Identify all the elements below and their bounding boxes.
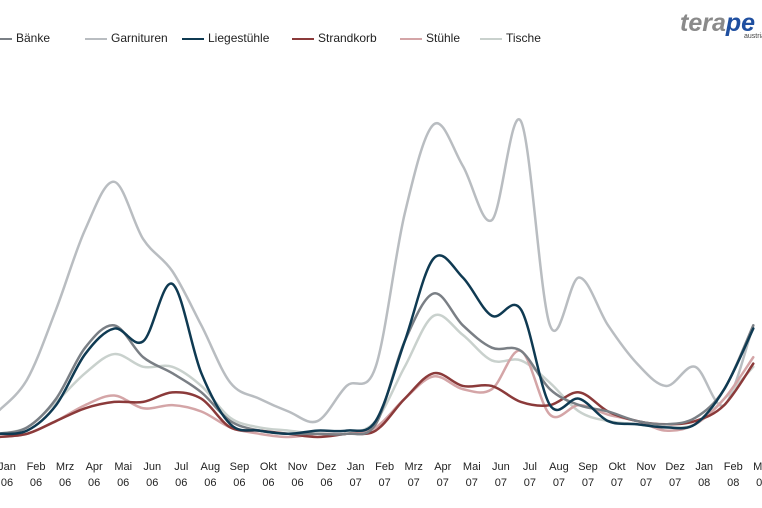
x-tick-label-year: 07 [524, 477, 536, 489]
legend-label: Tische [506, 31, 541, 45]
x-tick-label-month: Apr [86, 461, 103, 473]
x-tick-label-year: 07 [379, 477, 391, 489]
x-tick-label-month: Mrz [56, 461, 74, 473]
logo-text-main: tera [680, 9, 726, 37]
x-tick-label-year: 06 [175, 477, 187, 489]
legend-swatch [0, 38, 12, 40]
x-tick-label-year: 06 [30, 477, 42, 489]
x-tick-label-year: 08 [756, 477, 762, 489]
legend-swatch [85, 38, 107, 40]
x-tick-label-month: Jan [695, 461, 713, 473]
x-tick-label-year: 07 [640, 477, 652, 489]
x-tick-label-month: Feb [27, 461, 46, 473]
x-tick-label-month: Mrz [753, 461, 762, 473]
x-tick-label-year: 08 [698, 477, 710, 489]
x-tick-label-month: Jun [492, 461, 510, 473]
legend-label: Stühle [426, 31, 461, 45]
x-tick-label-year: 07 [349, 477, 361, 489]
legend-swatch [400, 38, 422, 40]
x-tick-label-month: Jan [0, 461, 16, 473]
x-tick-label-month: Jul [523, 461, 537, 473]
x-tick-label-month: Jun [143, 461, 161, 473]
x-tick-label-month: Dez [317, 461, 337, 473]
x-tick-label-month: Jul [174, 461, 188, 473]
x-tick-label-year: 06 [117, 477, 129, 489]
x-tick-label-year: 06 [320, 477, 332, 489]
legend-label: Bänke [16, 31, 51, 45]
x-tick-label-year: 06 [233, 477, 245, 489]
terapet-logo: terape austria [680, 8, 762, 42]
x-tick-label-year: 06 [1, 477, 13, 489]
x-tick-label-month: Sep [578, 461, 598, 473]
x-tick-label-year: 07 [553, 477, 565, 489]
x-tick-label-month: Mai [114, 461, 132, 473]
x-tick-label-month: Okt [608, 461, 625, 473]
x-tick-label-month: Sep [230, 461, 250, 473]
x-tick-label-month: Apr [434, 461, 451, 473]
logo-text-accent: pe [725, 9, 756, 37]
x-tick-label-month: Jan [347, 461, 365, 473]
x-tick-label-month: Nov [636, 461, 656, 473]
x-tick-label-year: 06 [262, 477, 274, 489]
logo-subtext: austria [744, 33, 762, 40]
legend-swatch [480, 38, 502, 40]
legend-label: Liegestühle [208, 31, 270, 45]
x-tick-label-month: Okt [260, 461, 277, 473]
x-tick-label-year: 06 [204, 477, 216, 489]
x-tick-label-month: Aug [201, 461, 221, 473]
x-tick-label-year: 06 [59, 477, 71, 489]
legend-swatch [182, 38, 204, 40]
x-tick-label-year: 07 [495, 477, 507, 489]
x-tick-label-month: Feb [375, 461, 394, 473]
legend-label: Strandkorb [318, 31, 377, 45]
legend-label: Garnituren [111, 31, 168, 45]
x-tick-label-year: 07 [437, 477, 449, 489]
x-tick-label-month: Mrz [405, 461, 423, 473]
x-tick-label-year: 07 [408, 477, 420, 489]
x-tick-label-month: Mai [463, 461, 481, 473]
x-tick-label-year: 07 [669, 477, 681, 489]
x-tick-label-year: 06 [88, 477, 100, 489]
series-line-garnituren [0, 118, 755, 424]
x-tick-label-year: 06 [146, 477, 158, 489]
series-line-liegest-hle [0, 254, 755, 436]
x-tick-label-year: 07 [611, 477, 623, 489]
legend-swatch [292, 38, 314, 40]
x-tick-label-year: 06 [291, 477, 303, 489]
x-tick-label-year: 08 [727, 477, 739, 489]
x-tick-label-month: Nov [288, 461, 308, 473]
x-tick-label-year: 07 [466, 477, 478, 489]
x-tick-label-month: Dez [665, 461, 685, 473]
x-tick-label-year: 07 [582, 477, 594, 489]
x-tick-label-month: Feb [724, 461, 743, 473]
x-tick-label-month: Aug [549, 461, 569, 473]
